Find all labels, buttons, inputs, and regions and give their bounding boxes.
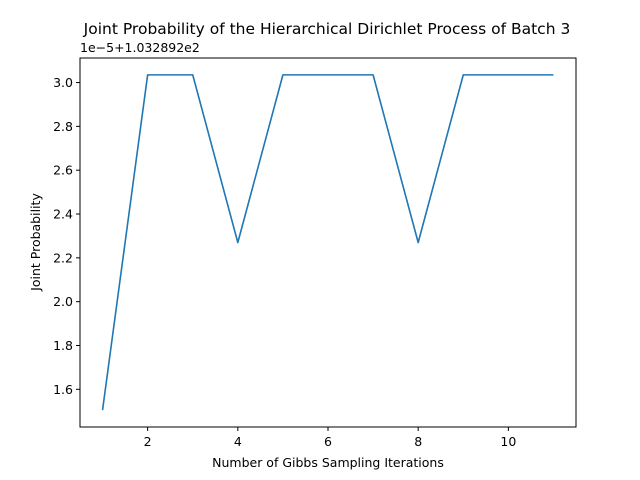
y-tick-label: 3.0 bbox=[53, 75, 73, 90]
y-tick-label: 2.4 bbox=[53, 207, 73, 222]
x-tick-label: 8 bbox=[414, 434, 422, 449]
plot-area bbox=[101, 74, 554, 411]
series-line bbox=[101, 74, 554, 411]
x-tick-label: 2 bbox=[144, 434, 152, 449]
y-axis: 1.6 1.8 2.0 2.2 2.4 2.6 2.8 3.0 bbox=[53, 75, 80, 397]
x-tick-label: 4 bbox=[234, 434, 242, 449]
y-axis-label: Joint Probability bbox=[28, 193, 43, 292]
y-tick-label: 1.8 bbox=[53, 338, 73, 353]
x-tick-label: 6 bbox=[324, 434, 332, 449]
y-tick-label: 2.8 bbox=[53, 119, 73, 134]
y-tick-label: 2.2 bbox=[53, 250, 73, 265]
x-axis: 2 4 6 8 10 bbox=[144, 427, 516, 449]
x-tick-label: 10 bbox=[500, 434, 516, 449]
y-tick-label: 2.0 bbox=[53, 294, 73, 309]
y-tick-label: 2.6 bbox=[53, 163, 73, 178]
y-axis-offset-label: 1e−5+1.032892e2 bbox=[80, 40, 200, 55]
chart-title: Joint Probability of the Hierarchical Di… bbox=[83, 20, 571, 38]
x-axis-label: Number of Gibbs Sampling Iterations bbox=[212, 455, 444, 470]
y-tick-label: 1.6 bbox=[53, 382, 73, 397]
